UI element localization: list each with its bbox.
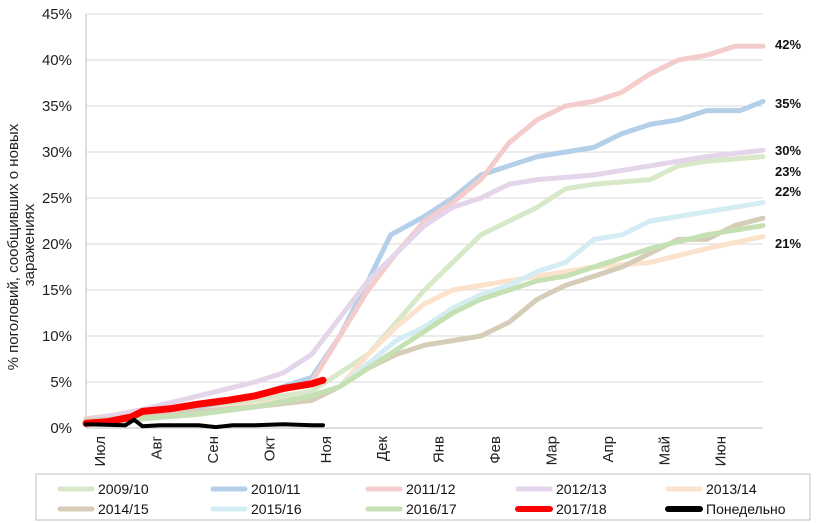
- legend-label: 2010/11: [251, 481, 301, 497]
- x-tick-label: Июл: [92, 436, 109, 466]
- legend-label: 2011/12: [406, 481, 456, 497]
- x-tick-label: Дек: [374, 436, 391, 462]
- series-line-2017-18: [82, 376, 327, 427]
- legend-label: 2017/18: [556, 501, 607, 517]
- gridlines: [85, 13, 763, 429]
- y-tick-label: 45%: [42, 6, 72, 23]
- x-tick-label: Апр: [600, 436, 617, 462]
- x-tick-label: Май: [656, 436, 673, 465]
- end-labels: 42% 35% 30% 23% 22% 21%: [775, 37, 801, 251]
- y-axis-ticks: 0% 5% 10% 15% 20% 25% 30% 35% 40% 45%: [42, 6, 72, 437]
- legend-label: 2013/14: [706, 481, 757, 497]
- x-tick-label: Мар: [543, 436, 560, 465]
- legend-label: 2014/15: [98, 501, 149, 517]
- legend-label: 2016/17: [406, 501, 457, 517]
- end-label: 42%: [775, 37, 801, 52]
- legend-label: Понедельно: [706, 501, 786, 517]
- end-label: 35%: [775, 96, 801, 111]
- y-tick-label: 25%: [42, 190, 72, 207]
- y-tick-label: 40%: [42, 52, 72, 69]
- end-label: 23%: [775, 164, 801, 179]
- legend-box: [35, 473, 811, 521]
- y-tick-label: 0%: [50, 420, 72, 437]
- y-axis-label-line-2: заражениях: [21, 203, 38, 286]
- y-tick-label: 30%: [42, 144, 72, 161]
- legend-label: 2009/10: [98, 481, 149, 497]
- y-tick-label: 20%: [42, 236, 72, 253]
- x-tick-label: Ноя: [318, 436, 335, 463]
- end-label: 22%: [775, 184, 801, 199]
- series-line-Понедельно: [84, 417, 325, 430]
- x-axis-ticks: Июл Авг Сен Окт Ноя Дек Янв Фев Мар Апр Май Июн: [92, 435, 730, 466]
- x-tick-label: Янв: [431, 436, 448, 463]
- series-lines: [82, 43, 766, 430]
- x-tick-label: Сен: [205, 436, 222, 463]
- series-line-2016-17: [83, 223, 766, 426]
- y-tick-label: 15%: [42, 282, 72, 299]
- end-label: 21%: [775, 236, 801, 251]
- x-tick-label: Авг: [149, 435, 166, 459]
- series-line-2011-12: [83, 43, 766, 422]
- series-line-2015-16: [83, 200, 766, 426]
- legend-label: 2012/13: [556, 481, 607, 497]
- y-tick-label: 10%: [42, 328, 72, 345]
- x-tick-label: Фев: [487, 436, 504, 464]
- series-line-2009-10: [83, 154, 766, 424]
- y-tick-label: 5%: [50, 374, 72, 391]
- y-axis-label-line-1: % поголовий, сообщивших о новых: [5, 123, 22, 370]
- series-line-2014-15: [83, 215, 766, 424]
- legend-label: 2015/16: [251, 501, 302, 517]
- y-tick-label: 35%: [42, 98, 72, 115]
- legend: 2009/10 2010/11 2011/12 2012/13 2013/14 2014/…: [35, 473, 811, 521]
- series-line-2012-13: [83, 147, 766, 424]
- end-label: 30%: [775, 143, 801, 158]
- x-tick-label: Июн: [713, 436, 730, 466]
- x-tick-label: Окт: [261, 436, 278, 461]
- y-axis-label: % поголовий, сообщивших о новых заражени…: [5, 120, 38, 371]
